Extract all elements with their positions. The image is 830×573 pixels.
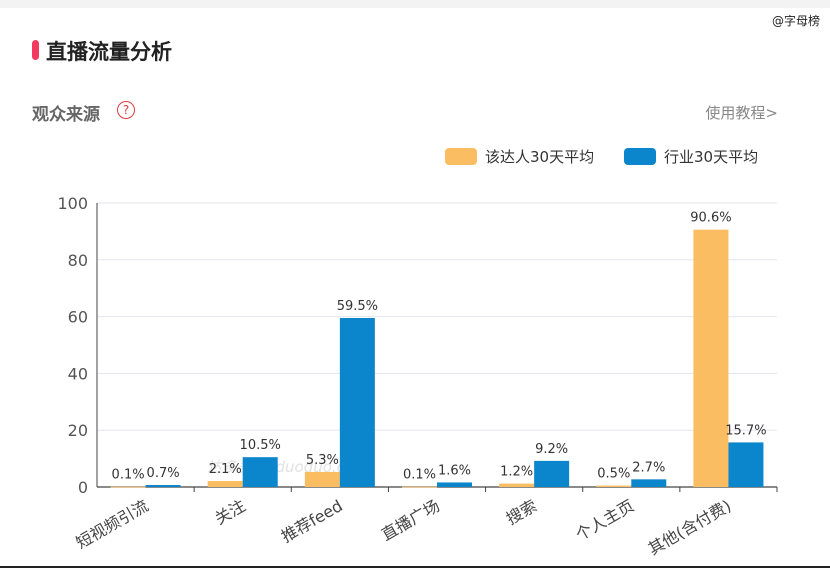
data-label: 15.7% bbox=[725, 423, 766, 438]
data-label: 0.7% bbox=[147, 466, 180, 481]
data-label: 9.2% bbox=[535, 442, 568, 457]
x-category-label: 其他(含付费) bbox=[645, 496, 735, 559]
section-subtitle: 观众来源 bbox=[32, 105, 100, 125]
data-label: 0.1% bbox=[112, 468, 145, 483]
bar-industry bbox=[242, 457, 278, 487]
data-label: 2.7% bbox=[632, 460, 665, 475]
data-label: 0.5% bbox=[597, 467, 630, 482]
bar-creator bbox=[207, 481, 243, 487]
bar-industry bbox=[339, 318, 375, 487]
legend-swatch-industry bbox=[624, 148, 656, 165]
y-tick-label: 60 bbox=[68, 308, 88, 327]
x-category-label: 推荐feed bbox=[278, 496, 346, 546]
data-label: 90.6% bbox=[690, 211, 731, 226]
legend-label-industry: 行业30天平均 bbox=[664, 148, 759, 166]
y-tick-label: 40 bbox=[68, 364, 88, 383]
bar-industry bbox=[534, 460, 570, 487]
x-category-label: 直播广场 bbox=[378, 496, 443, 544]
bar-creator bbox=[596, 485, 632, 487]
title-accent-bar bbox=[32, 40, 39, 60]
legend-swatch-creator bbox=[445, 148, 477, 165]
bottom-divider bbox=[0, 566, 830, 568]
bar-creator bbox=[110, 486, 146, 488]
y-tick-label: 0 bbox=[78, 478, 88, 497]
y-tick-label: 80 bbox=[68, 251, 88, 270]
bar-creator bbox=[304, 471, 340, 487]
legend-item-industry[interactable]: 行业30天平均 bbox=[624, 146, 758, 167]
legend-item-creator[interactable]: 该达人30天平均 bbox=[445, 146, 594, 167]
help-icon[interactable]: ? bbox=[117, 101, 135, 119]
top-strip bbox=[0, 0, 830, 8]
corner-watermark: @字母榜 bbox=[771, 14, 820, 28]
data-label: 10.5% bbox=[240, 438, 281, 453]
bar-industry bbox=[631, 479, 667, 487]
tutorial-link[interactable]: 使用教程> bbox=[705, 104, 778, 122]
x-category-label: 个人主页 bbox=[572, 496, 637, 544]
x-category-label: 短视频引流 bbox=[73, 496, 152, 552]
y-tick-label: 20 bbox=[68, 421, 88, 440]
x-category-label: 搜索 bbox=[503, 496, 540, 528]
bar-industry bbox=[437, 482, 472, 487]
data-label: 1.2% bbox=[500, 465, 533, 480]
data-label: 0.1% bbox=[403, 468, 436, 483]
bar-industry bbox=[728, 442, 764, 487]
bar-creator bbox=[499, 483, 535, 487]
data-label: 2.1% bbox=[209, 462, 242, 477]
bar-creator bbox=[693, 229, 729, 488]
legend-label-creator: 该达人30天平均 bbox=[485, 148, 595, 166]
bar-industry bbox=[145, 485, 181, 487]
page-title: 直播流量分析 bbox=[46, 40, 172, 64]
data-label: 5.3% bbox=[306, 453, 339, 468]
y-tick-label: 100 bbox=[57, 194, 88, 213]
data-label: 59.5% bbox=[337, 299, 378, 314]
data-label: 1.6% bbox=[438, 463, 471, 478]
x-category-label: 关注 bbox=[211, 496, 248, 528]
bar-creator bbox=[402, 486, 437, 488]
